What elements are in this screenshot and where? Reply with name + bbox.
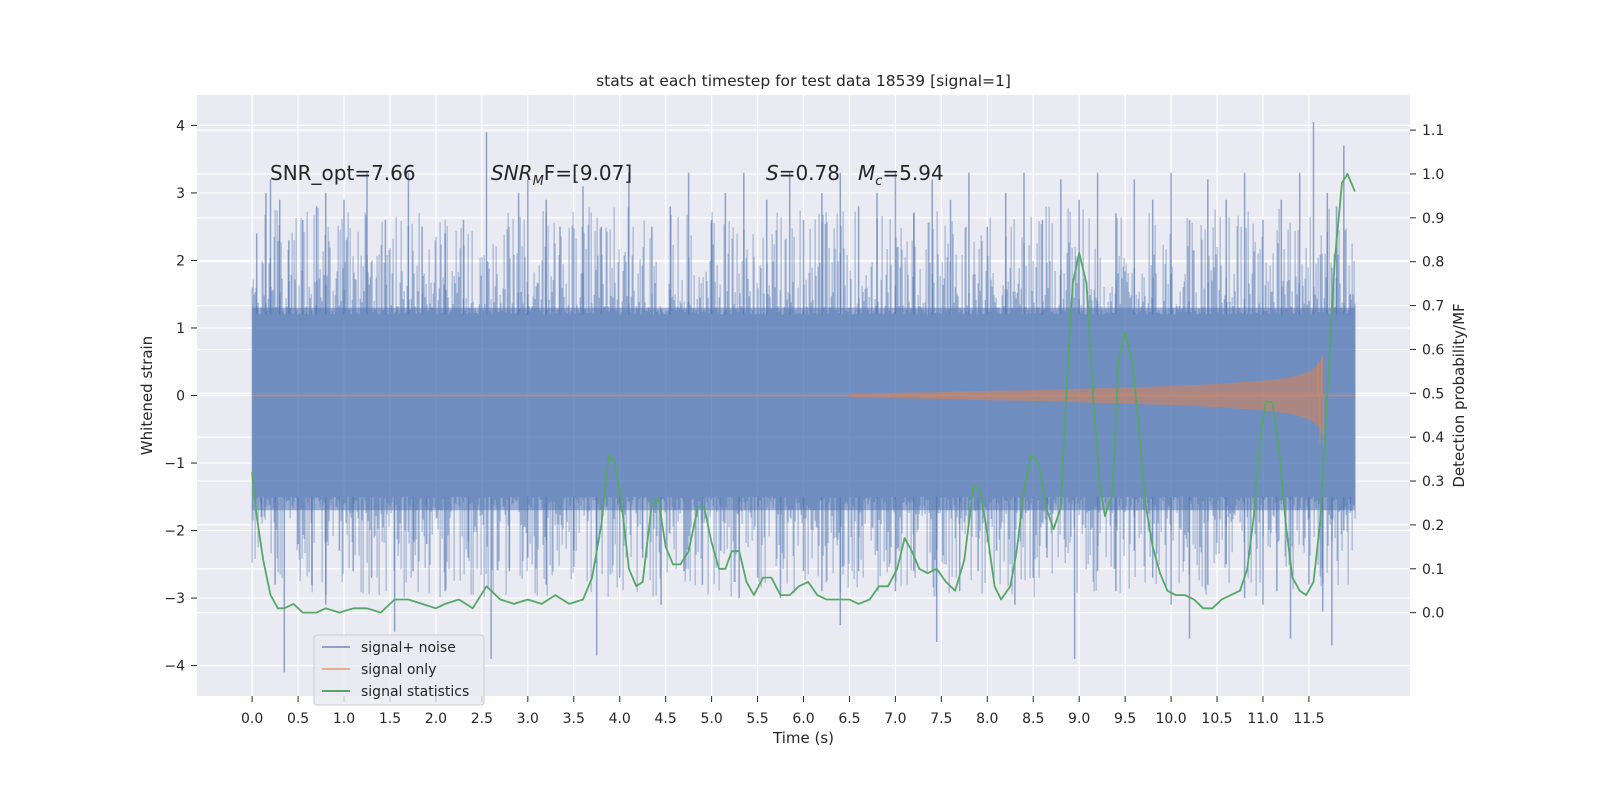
x-tick-label: 1.0 [333,711,355,727]
x-tick-label: 4.5 [655,711,677,727]
y-left-tick-label: −1 [164,456,185,472]
x-tick-label: 9.0 [1068,711,1090,727]
y-right-tick-label: 0.5 [1422,386,1444,402]
y-left-tick-label: −4 [164,659,185,675]
x-tick-label: 6.0 [792,711,814,727]
y-right-tick-label: 0.0 [1422,606,1444,622]
x-tick-label: 8.0 [976,711,998,727]
y-axis-right: 1.1 1.0 0.9 0.8 0.7 0.6 0.5 0.4 0.3 0.2 0.1 0.0 [1410,123,1444,622]
y-left-tick-label: 0 [176,389,185,405]
x-tick-label: 10.0 [1155,711,1186,727]
y-right-tick-label: 0.8 [1422,255,1444,271]
y-axis-left-label: Whitened strain [138,336,156,455]
x-tick-label: 7.0 [884,711,906,727]
x-tick-label: 10.5 [1201,711,1232,727]
x-tick-label: 2.0 [425,711,447,727]
y-left-tick-label: 3 [176,186,185,202]
x-tick-label: 5.0 [700,711,722,727]
signal-chirp [1317,355,1325,460]
y-left-tick-label: −2 [164,524,185,540]
x-axis: 0.0 0.5 1.0 1.5 2.0 2.5 3.0 3.5 4.0 4.5 5.0 5.5 6.0 6… [241,696,1325,727]
x-tick-label: 6.5 [838,711,860,727]
x-tick-label: 0.5 [287,711,309,727]
y-right-tick-label: 0.7 [1422,299,1444,315]
legend: signal+ noise signal only signal statistic… [313,634,485,706]
annotation-3: S=0.78 [766,161,840,185]
x-tick-label: 11.0 [1247,711,1278,727]
x-tick-label: 1.5 [379,711,401,727]
annotation-1: SNR_opt=7.66 [270,161,416,185]
chart-title: stats at each timestep for test data 185… [596,72,1011,90]
legend-label-3: signal statistics [361,684,469,700]
x-tick-label: 7.5 [930,711,952,727]
y-axis-right-label: Detection probability/MF [1450,303,1468,487]
y-left-tick-label: 4 [176,118,185,134]
y-axis-left: 4 3 2 1 0 −1 −2 −3 −4 [164,118,197,675]
y-left-tick-label: 2 [176,253,185,269]
x-tick-label: 5.5 [746,711,768,727]
x-tick-label: 8.5 [1022,711,1044,727]
y-right-tick-label: 0.6 [1422,342,1444,358]
x-tick-label: 0.0 [241,711,263,727]
y-right-tick-label: 1.0 [1422,167,1444,183]
legend-box [313,634,485,706]
x-tick-label: 4.0 [609,711,631,727]
x-axis-label: Time (s) [772,729,834,747]
legend-label-1: signal+ noise [361,640,456,656]
signal-envelope [849,355,1323,436]
x-tick-label: 2.5 [471,711,493,727]
x-tick-label: 3.0 [517,711,539,727]
x-tick-label: 3.5 [563,711,585,727]
annotation-4: Mc=5.94 [858,161,944,189]
noise-spikes [255,122,1352,673]
statistics-line [251,173,1356,614]
x-tick-label: 11.5 [1293,711,1324,727]
y-left-tick-label: −3 [164,591,185,607]
signal-only-series [252,355,1355,460]
y-right-tick-label: 0.4 [1422,430,1444,446]
y-right-tick-label: 0.1 [1422,562,1444,578]
y-right-tick-label: 1.1 [1422,123,1444,139]
x-tick-label: 9.5 [1114,711,1136,727]
annotation-2: SNRMF=[9.07] [491,161,632,189]
y-right-tick-label: 0.9 [1422,211,1444,227]
legend-label-2: signal only [361,662,436,678]
y-left-tick-label: 1 [176,321,185,337]
y-right-tick-label: 0.2 [1422,518,1444,534]
annotations: SNR_opt=7.66 SNRMF=[9.07] S=0.78 Mc=5.94 [270,161,944,189]
y-right-tick-label: 0.3 [1422,474,1444,490]
signal-statistics-series [251,173,1356,614]
signal-noise-series [251,122,1356,673]
